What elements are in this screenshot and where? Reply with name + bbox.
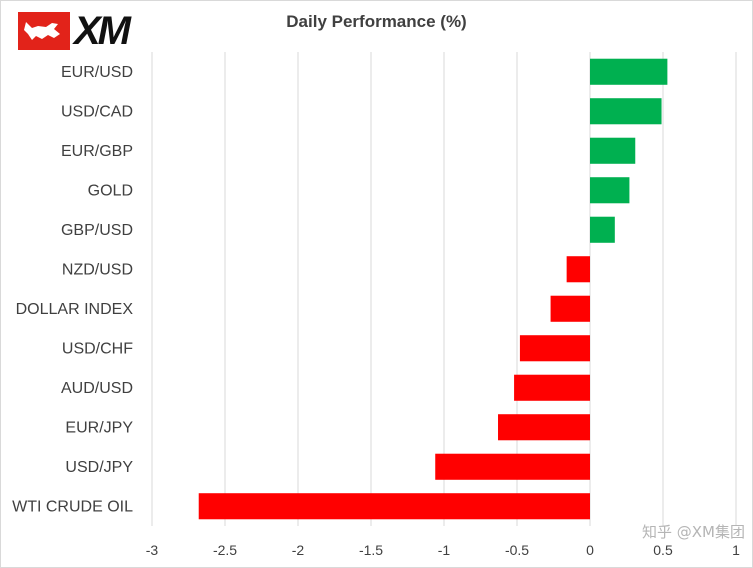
bar (198, 493, 590, 520)
bar (590, 137, 636, 164)
category-label: NZD/USD (62, 261, 133, 278)
category-label: USD/CHF (62, 340, 133, 357)
x-tick-label: -2 (292, 542, 305, 558)
x-tick-label: 1 (732, 542, 740, 558)
bar (498, 414, 590, 441)
bar (435, 453, 590, 480)
category-label: EUR/USD (61, 64, 133, 81)
category-label: USD/JPY (65, 459, 133, 476)
bar (590, 177, 630, 204)
x-tick-label: 0 (586, 542, 594, 558)
watermark: 知乎 @XM集团 (642, 523, 745, 541)
bar (566, 256, 590, 283)
bar (519, 335, 590, 362)
x-tick-label: -1 (438, 542, 451, 558)
category-label: GBP/USD (61, 222, 133, 239)
x-tick-label: -2.5 (213, 542, 237, 558)
category-label: EUR/JPY (65, 419, 133, 436)
x-tick-label: -0.5 (505, 542, 529, 558)
bar (590, 216, 615, 243)
bar (514, 374, 590, 401)
x-tick-label: -3 (146, 542, 159, 558)
category-label: GOLD (88, 182, 133, 199)
category-label: DOLLAR INDEX (16, 301, 134, 318)
category-label: EUR/GBP (61, 143, 133, 160)
category-label: USD/CAD (61, 103, 133, 120)
chart-title: Daily Performance (%) (286, 12, 467, 31)
bar (550, 295, 590, 322)
x-tick-label: 0.5 (653, 542, 673, 558)
bull-logo-icon (18, 12, 70, 50)
x-tick-label: -1.5 (359, 542, 383, 558)
logo-text: XM (74, 9, 131, 53)
bar (590, 58, 668, 85)
category-label: WTI CRUDE OIL (12, 498, 133, 515)
xm-logo: XM (18, 9, 152, 53)
bar (590, 98, 662, 125)
category-label: AUD/USD (61, 380, 133, 397)
